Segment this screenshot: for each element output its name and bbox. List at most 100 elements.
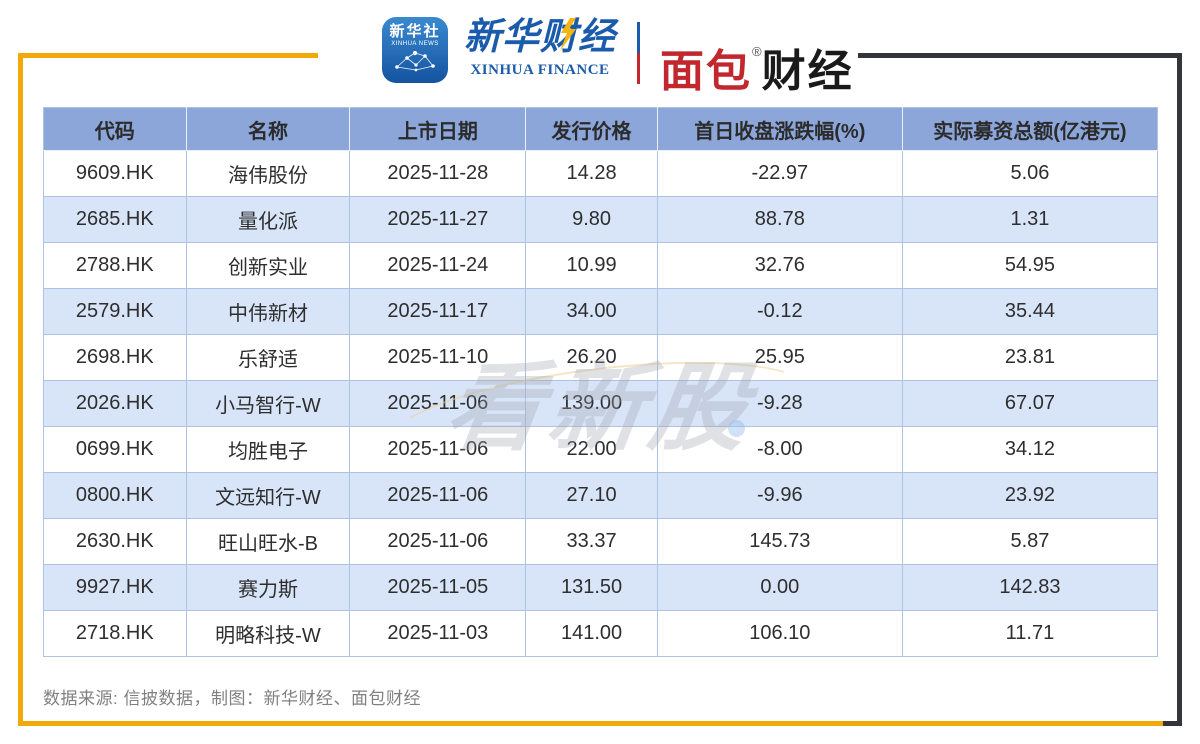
column-header: 代码 — [43, 107, 187, 151]
table-cell: 5.06 — [901, 150, 1159, 197]
table-cell: 33.37 — [525, 518, 658, 565]
frame-bottom-dark-line — [1163, 721, 1182, 726]
table-cell: 2026.HK — [43, 380, 187, 427]
table-cell: 2025-11-28 — [349, 150, 527, 197]
registered-trademark-icon: ® — [752, 44, 762, 59]
frame-left-line — [18, 53, 23, 726]
ipo-data-table: 代码 名称 上市日期 发行价格 首日收盘涨跌幅(%) 实际募资总额(亿港元) 9609.H… — [43, 107, 1159, 657]
table-cell: 9927.HK — [43, 564, 187, 611]
xinhua-finance-cn: 新华财经 — [464, 16, 616, 57]
frame-top-right-line — [858, 53, 1182, 58]
table-header-row: 代码 名称 上市日期 发行价格 首日收盘涨跌幅(%) 实际募资总额(亿港元) — [43, 107, 1159, 151]
table-cell: 2025-11-06 — [349, 380, 527, 427]
column-header: 发行价格 — [525, 107, 658, 151]
xinhua-finance-logo: 新华财经 XINHUA FINANCE — [455, 16, 625, 79]
logo-divider — [637, 22, 640, 84]
table-cell: 88.78 — [656, 196, 903, 243]
xinhua-finance-en: XINHUA FINANCE — [470, 62, 610, 78]
table-cell: 文远知行-W — [185, 472, 351, 519]
table-row: 9609.HK 海伟股份 2025-11-28 14.28 -22.97 5.06 — [43, 150, 1159, 197]
table-cell: -8.00 — [656, 426, 903, 473]
table-cell: 23.92 — [901, 472, 1159, 519]
column-header: 名称 — [185, 107, 351, 151]
lightning-icon — [560, 18, 576, 51]
table-cell: 1.31 — [901, 196, 1159, 243]
table-cell: 145.73 — [656, 518, 903, 565]
table-cell: 34.12 — [901, 426, 1159, 473]
table-cell: 141.00 — [525, 610, 658, 657]
table-cell: 23.81 — [901, 334, 1159, 381]
table-cell: 均胜电子 — [185, 426, 351, 473]
table-cell: 2025-11-06 — [349, 472, 527, 519]
table-cell: 创新实业 — [185, 242, 351, 289]
table-row: 2788.HK 创新实业 2025-11-24 10.99 32.76 54.95 — [43, 242, 1159, 289]
source-note: 数据来源: 信披数据，制图：新华财经、面包财经 — [43, 689, 421, 708]
table-cell: 10.99 — [525, 242, 658, 289]
table-cell: 量化派 — [185, 196, 351, 243]
table-cell: 35.44 — [901, 288, 1159, 335]
table-cell: 14.28 — [525, 150, 658, 197]
table-cell: 2025-11-10 — [349, 334, 527, 381]
table-row: 2630.HK 旺山旺水-B 2025-11-06 33.37 145.73 5.87 — [43, 518, 1159, 565]
table-row: 2026.HK 小马智行-W 2025-11-06 139.00 -9.28 67.07 — [43, 380, 1159, 427]
table-cell: 0.00 — [656, 564, 903, 611]
table-row: 2579.HK 中伟新材 2025-11-17 34.00 -0.12 35.44 — [43, 288, 1159, 335]
table-cell: 2698.HK — [43, 334, 187, 381]
table-cell: 5.87 — [901, 518, 1159, 565]
table-cell: 2718.HK — [43, 610, 187, 657]
table-cell: 旺山旺水-B — [185, 518, 351, 565]
table-cell: 2579.HK — [43, 288, 187, 335]
table-cell: 2025-11-06 — [349, 426, 527, 473]
table-cell: 142.83 — [901, 564, 1159, 611]
column-header: 实际募资总额(亿港元) — [901, 107, 1159, 151]
table-row: 0800.HK 文远知行-W 2025-11-06 27.10 -9.96 23.92 — [43, 472, 1159, 519]
table-cell: 25.95 — [656, 334, 903, 381]
table-cell: 67.07 — [901, 380, 1159, 427]
xinhua-news-app-icon: 新华社 XINHUA NEWS — [382, 17, 448, 83]
table-cell: 海伟股份 — [185, 150, 351, 197]
table-cell: 明略科技-W — [185, 610, 351, 657]
table-cell: 106.10 — [656, 610, 903, 657]
table-cell: 131.50 — [525, 564, 658, 611]
table-cell: 26.20 — [525, 334, 658, 381]
table-cell: 2788.HK — [43, 242, 187, 289]
table-cell: -0.12 — [656, 288, 903, 335]
frame-right-line — [1177, 53, 1182, 726]
table-cell: -9.28 — [656, 380, 903, 427]
table-cell: 2025-11-03 — [349, 610, 527, 657]
table-cell: 27.10 — [525, 472, 658, 519]
table-cell: 2025-11-27 — [349, 196, 527, 243]
frame-bottom-line — [18, 721, 1163, 726]
table-cell: 2025-11-06 — [349, 518, 527, 565]
table-cell: 2025-11-05 — [349, 564, 527, 611]
table-cell: 32.76 — [656, 242, 903, 289]
table-cell: 乐舒适 — [185, 334, 351, 381]
table-cell: 赛力斯 — [185, 564, 351, 611]
column-header: 首日收盘涨跌幅(%) — [656, 107, 903, 151]
table-cell: 9609.HK — [43, 150, 187, 197]
table-cell: -22.97 — [656, 150, 903, 197]
table-cell: 小马智行-W — [185, 380, 351, 427]
column-header: 上市日期 — [349, 107, 527, 151]
table-cell: -9.96 — [656, 472, 903, 519]
bread-finance-black-part: 财经 — [761, 47, 854, 96]
table-row: 2698.HK 乐舒适 2025-11-10 26.20 25.95 23.81 — [43, 334, 1159, 381]
table-cell: 2685.HK — [43, 196, 187, 243]
table-cell: 2025-11-24 — [349, 242, 527, 289]
table-cell: 9.80 — [525, 196, 658, 243]
bread-finance-logo: 面包®财经 — [660, 24, 854, 100]
table-cell: 11.71 — [901, 610, 1159, 657]
table-cell: 0800.HK — [43, 472, 187, 519]
table-cell: 0699.HK — [43, 426, 187, 473]
frame-top-left-line — [18, 53, 318, 58]
table-row: 2685.HK 量化派 2025-11-27 9.80 88.78 1.31 — [43, 196, 1159, 243]
table-cell: 22.00 — [525, 426, 658, 473]
table-cell: 2025-11-17 — [349, 288, 527, 335]
table-row: 9927.HK 赛力斯 2025-11-05 131.50 0.00 142.83 — [43, 564, 1159, 611]
bread-finance-red-part: 面包 — [660, 47, 752, 96]
xinhua-news-icon-label-en: XINHUA NEWS — [391, 41, 439, 47]
network-globe-icon — [395, 51, 435, 72]
table-cell: 2630.HK — [43, 518, 187, 565]
table-cell: 54.95 — [901, 242, 1159, 289]
xinhua-news-icon-label-cn: 新华社 — [389, 23, 441, 40]
